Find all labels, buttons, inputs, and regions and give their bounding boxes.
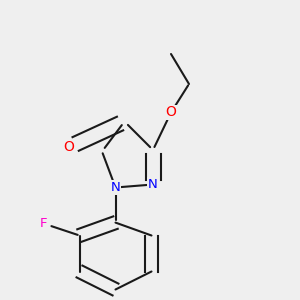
Text: N: N (111, 181, 120, 194)
Text: O: O (166, 106, 176, 119)
Text: O: O (64, 140, 74, 154)
Text: N: N (148, 178, 158, 191)
Text: F: F (40, 217, 47, 230)
